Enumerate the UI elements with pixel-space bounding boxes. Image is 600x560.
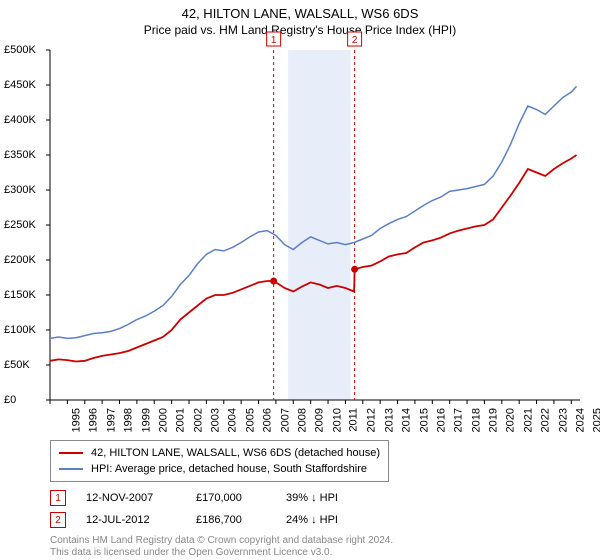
x-tick-label: 2010 <box>331 408 343 432</box>
x-tick-label: 2005 <box>244 408 256 432</box>
chart-container: { "title": "42, HILTON LANE, WALSALL, WS… <box>0 0 600 560</box>
x-tick-label: 2020 <box>505 408 517 432</box>
x-tick-label: 2001 <box>175 408 187 432</box>
x-tick-label: 2018 <box>470 408 482 432</box>
y-tick-label: £200K <box>4 254 36 266</box>
annotation-diff: 24% ↓ HPI <box>286 514 338 526</box>
x-tick-label: 2008 <box>296 408 308 432</box>
x-tick-label: 2024 <box>574 408 586 432</box>
x-tick-label: 2006 <box>262 408 274 432</box>
svg-text:1: 1 <box>271 35 277 46</box>
x-tick-label: 1996 <box>88 408 100 432</box>
x-tick-label: 1995 <box>70 408 82 432</box>
annotation-price: £170,000 <box>196 492 286 504</box>
footer-line: This data is licensed under the Open Gov… <box>50 547 393 559</box>
x-tick-label: 2015 <box>418 408 430 432</box>
x-tick-label: 2019 <box>488 408 500 432</box>
x-tick-label: 2009 <box>314 408 326 432</box>
legend-swatch <box>59 468 83 470</box>
x-tick-label: 2014 <box>401 408 413 432</box>
chart-title: 42, HILTON LANE, WALSALL, WS6 6DS <box>0 0 600 21</box>
chart-svg: 12 <box>50 50 580 400</box>
annotation-row: 1 12-NOV-2007 £170,000 39% ↓ HPI <box>50 490 338 506</box>
y-tick-label: £100K <box>4 324 36 336</box>
y-tick-label: £50K <box>4 359 30 371</box>
x-tick-label: 2000 <box>157 408 169 432</box>
legend: 42, HILTON LANE, WALSALL, WS6 6DS (detac… <box>50 440 389 482</box>
x-tick-label: 2021 <box>522 408 534 432</box>
x-tick-label: 2013 <box>383 408 395 432</box>
annotation-price: £186,700 <box>196 514 286 526</box>
x-tick-label: 2007 <box>279 408 291 432</box>
legend-item: HPI: Average price, detached house, Sout… <box>59 461 380 477</box>
y-tick-label: £250K <box>4 219 36 231</box>
chart-subtitle: Price paid vs. HM Land Registry's House … <box>0 21 600 37</box>
x-tick-label: 1999 <box>140 408 152 432</box>
annotation-row: 2 12-JUL-2012 £186,700 24% ↓ HPI <box>50 512 338 528</box>
x-tick-label: 2011 <box>348 408 360 432</box>
x-tick-label: 1997 <box>105 408 117 432</box>
x-tick-label: 2016 <box>435 408 447 432</box>
legend-label: 42, HILTON LANE, WALSALL, WS6 6DS (detac… <box>91 445 380 461</box>
plot-area: 12 <box>50 50 580 400</box>
y-tick-label: £450K <box>4 79 36 91</box>
y-tick-label: £500K <box>4 44 36 56</box>
svg-text:2: 2 <box>352 35 358 46</box>
y-tick-label: £0 <box>4 394 16 406</box>
y-tick-label: £350K <box>4 149 36 161</box>
annotation-diff: 39% ↓ HPI <box>286 492 338 504</box>
annotation-date: 12-NOV-2007 <box>86 492 196 504</box>
x-tick-label: 2023 <box>557 408 569 432</box>
x-tick-label: 2012 <box>366 408 378 432</box>
x-tick-label: 2017 <box>453 408 465 432</box>
x-tick-label: 2002 <box>192 408 204 432</box>
x-tick-label: 2025 <box>592 408 600 432</box>
annotation-badge: 1 <box>50 490 66 506</box>
footer-line: Contains HM Land Registry data © Crown c… <box>50 535 393 547</box>
y-tick-label: £300K <box>4 184 36 196</box>
y-tick-label: £150K <box>4 289 36 301</box>
x-tick-label: 2003 <box>210 408 222 432</box>
legend-label: HPI: Average price, detached house, Sout… <box>91 461 367 477</box>
x-tick-label: 2022 <box>540 408 552 432</box>
x-tick-label: 1998 <box>123 408 135 432</box>
annotation-badge: 2 <box>50 512 66 528</box>
x-tick-label: 2004 <box>227 408 239 432</box>
legend-swatch <box>59 452 83 454</box>
y-tick-label: £400K <box>4 114 36 126</box>
legend-item: 42, HILTON LANE, WALSALL, WS6 6DS (detac… <box>59 445 380 461</box>
footer-attribution: Contains HM Land Registry data © Crown c… <box>50 535 393 559</box>
annotation-date: 12-JUL-2012 <box>86 514 196 526</box>
